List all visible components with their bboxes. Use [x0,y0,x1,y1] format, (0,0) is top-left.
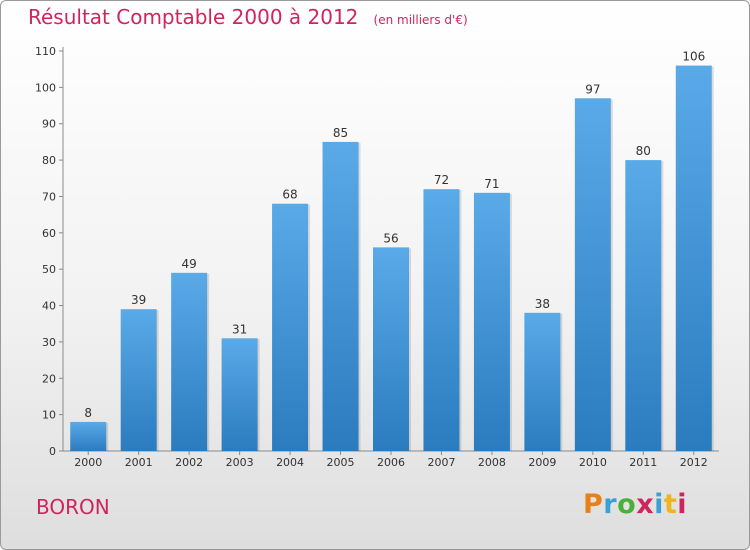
bar [423,189,460,451]
y-tick-label: 10 [42,409,56,422]
bar [322,141,359,451]
data-label: 39 [131,293,146,307]
x-tick-label: 2007 [427,456,455,469]
x-tick-label: 2012 [680,456,708,469]
y-tick-label: 0 [49,445,56,458]
bar [574,98,611,451]
bar [272,203,309,451]
x-tick-label: 2011 [629,456,657,469]
bar [70,421,107,451]
logo-letter: x [636,489,655,520]
logo-letter: i [654,489,664,520]
y-tick-label: 100 [35,81,56,94]
x-tick-label: 2010 [579,456,607,469]
data-label: 97 [585,82,600,96]
x-tick-label: 2001 [125,456,153,469]
x-tick-label: 2006 [377,456,405,469]
x-tick-label: 2005 [327,456,355,469]
y-tick-label: 50 [42,263,56,276]
bars [70,65,714,451]
bar [171,272,208,451]
data-label: 72 [434,173,449,187]
data-label: 31 [232,322,247,336]
logo-letter: i [677,489,688,520]
data-label: 38 [535,297,550,311]
logo-letter: r [603,489,618,520]
data-label: 71 [484,177,499,191]
logo-letter: o [617,489,637,520]
bar [524,312,561,451]
bar [473,192,510,451]
x-tick-label: 2009 [528,456,556,469]
labels: 2000 8 2001 39 2002 49 2003 31 2004 68 2005 85 2006 5… [74,50,708,469]
data-label: 49 [182,257,197,271]
chart-subtitle: (en milliers d'€) [373,13,468,27]
commune-name: BORON [36,495,110,519]
bar [221,338,258,451]
data-label: 56 [383,231,398,245]
data-label: 68 [282,188,297,202]
x-tick-label: 2000 [74,456,102,469]
y-tick-label: 60 [42,227,56,240]
chart-title: Résultat Comptable 2000 à 2012 [28,5,359,29]
y-tick-label: 70 [42,190,56,203]
data-label: 85 [333,126,348,140]
y-tick-label: 110 [35,45,56,58]
bar [120,309,157,451]
y-tick-label: 30 [42,336,56,349]
title-row: Résultat Comptable 2000 à 2012 (en milli… [28,5,468,29]
y-tick-label: 80 [42,154,56,167]
x-tick-label: 2003 [226,456,254,469]
logo-letter: P [583,489,604,520]
logo-letter: t [663,489,678,520]
x-tick-label: 2008 [478,456,506,469]
bar [625,160,662,451]
bar [675,65,712,451]
y-tick-label: 90 [42,118,56,131]
proxiti-logo: Proxiti [583,489,687,520]
bar [373,247,409,451]
x-tick-label: 2004 [276,456,304,469]
y-tick-label: 20 [42,372,56,385]
y-tick-label: 40 [42,300,56,313]
data-label: 8 [84,406,92,420]
x-tick-label: 2002 [175,456,203,469]
data-label: 106 [682,50,705,64]
data-label: 80 [636,144,651,158]
